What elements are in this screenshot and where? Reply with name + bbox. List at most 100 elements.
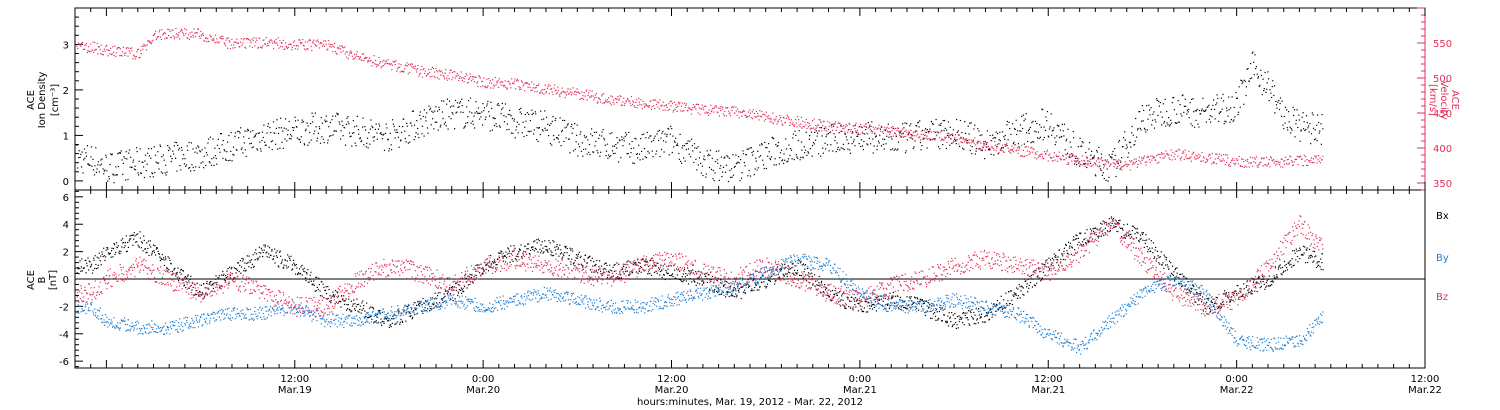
velocity-point xyxy=(1217,157,1219,159)
density-point xyxy=(133,168,135,170)
velocity-point xyxy=(454,77,456,79)
density-point xyxy=(892,127,894,129)
density-point xyxy=(1043,126,1045,128)
velocity-point xyxy=(409,64,411,66)
density-point xyxy=(733,166,735,168)
density-point xyxy=(214,155,216,157)
density-point xyxy=(222,140,224,142)
b-bx-point xyxy=(295,273,297,275)
b-bx-point xyxy=(581,264,583,266)
density-point xyxy=(1255,66,1257,68)
b-bx-point xyxy=(425,310,427,312)
density-point xyxy=(328,126,330,128)
velocity-point xyxy=(1101,160,1103,162)
b-bx-point xyxy=(502,260,504,262)
b-bx-point xyxy=(298,272,300,274)
b-bx-point xyxy=(274,248,276,250)
density-point xyxy=(345,144,347,146)
velocity-point xyxy=(988,147,990,149)
velocity-point xyxy=(442,74,444,77)
velocity-point xyxy=(678,103,680,105)
b-bx-point xyxy=(348,298,350,300)
b-bx-point xyxy=(583,258,585,260)
velocity-point xyxy=(418,73,421,75)
density-point xyxy=(79,156,81,158)
density-point xyxy=(546,129,549,131)
velocity-point xyxy=(1176,150,1178,152)
b-bx-point xyxy=(122,242,124,244)
density-point xyxy=(85,155,88,157)
density-point xyxy=(1310,133,1313,135)
velocity-point xyxy=(584,95,586,97)
density-point xyxy=(773,138,775,140)
density-point xyxy=(115,174,118,176)
density-point xyxy=(547,123,549,125)
velocity-point xyxy=(1163,157,1165,159)
velocity-point xyxy=(971,140,974,142)
velocity-point xyxy=(632,100,634,102)
velocity-point xyxy=(1014,144,1016,146)
b-bx-point xyxy=(227,268,229,270)
density-point xyxy=(1136,136,1138,138)
velocity-point xyxy=(743,110,745,112)
velocity-point xyxy=(408,71,411,73)
b-bx-point xyxy=(80,266,82,268)
velocity-point xyxy=(91,49,93,51)
b-bx-point xyxy=(276,250,278,252)
velocity-point xyxy=(1032,148,1034,150)
b-bx-point xyxy=(622,271,624,273)
density-point xyxy=(1070,146,1072,148)
b-bx-point xyxy=(921,299,923,301)
velocity-point xyxy=(1265,164,1267,166)
velocity-point xyxy=(985,146,987,148)
velocity-point xyxy=(422,69,424,71)
velocity-point xyxy=(1040,153,1042,155)
velocity-point xyxy=(80,45,82,47)
b-bx-point xyxy=(613,264,615,266)
velocity-point xyxy=(330,43,332,46)
b-bx-point xyxy=(657,262,659,264)
velocity-point xyxy=(1290,156,1292,158)
b-bx-point xyxy=(182,270,184,272)
b-bx-point xyxy=(180,273,182,275)
velocity-point xyxy=(782,116,784,118)
velocity-point xyxy=(854,128,856,130)
b-bx-point xyxy=(654,265,656,267)
b-bx-point xyxy=(918,302,920,305)
velocity-point xyxy=(1283,163,1286,165)
density-point xyxy=(810,131,812,133)
velocity-point xyxy=(953,140,955,142)
velocity-point xyxy=(162,33,164,35)
b-bx-point xyxy=(79,267,81,269)
density-point xyxy=(769,157,771,159)
velocity-point xyxy=(234,41,237,43)
velocity-point xyxy=(170,36,172,39)
velocity-point xyxy=(1028,153,1030,155)
velocity-point xyxy=(517,80,519,82)
density-point xyxy=(1195,110,1198,112)
density-point xyxy=(924,134,926,136)
velocity-point xyxy=(1024,146,1026,148)
density-point xyxy=(214,147,216,149)
velocity-point xyxy=(237,42,240,44)
b-bx-point xyxy=(651,267,653,269)
density-point xyxy=(1120,161,1122,163)
velocity-point xyxy=(152,35,154,37)
velocity-point xyxy=(663,105,665,107)
density-point xyxy=(362,117,364,119)
b-bx-point xyxy=(837,292,839,294)
b-bx-point xyxy=(336,291,338,293)
velocity-point xyxy=(905,129,907,131)
velocity-point xyxy=(983,144,985,146)
b-bx-point xyxy=(779,269,781,272)
velocity-point xyxy=(759,110,761,112)
b-bx-point xyxy=(508,252,510,254)
velocity-point xyxy=(1046,149,1048,151)
density-point xyxy=(1294,136,1296,138)
velocity-point xyxy=(487,85,489,87)
density-point xyxy=(1278,99,1280,102)
b-bx-point xyxy=(557,247,559,249)
b-bx-point xyxy=(853,300,856,302)
b-bx-point xyxy=(364,310,366,312)
